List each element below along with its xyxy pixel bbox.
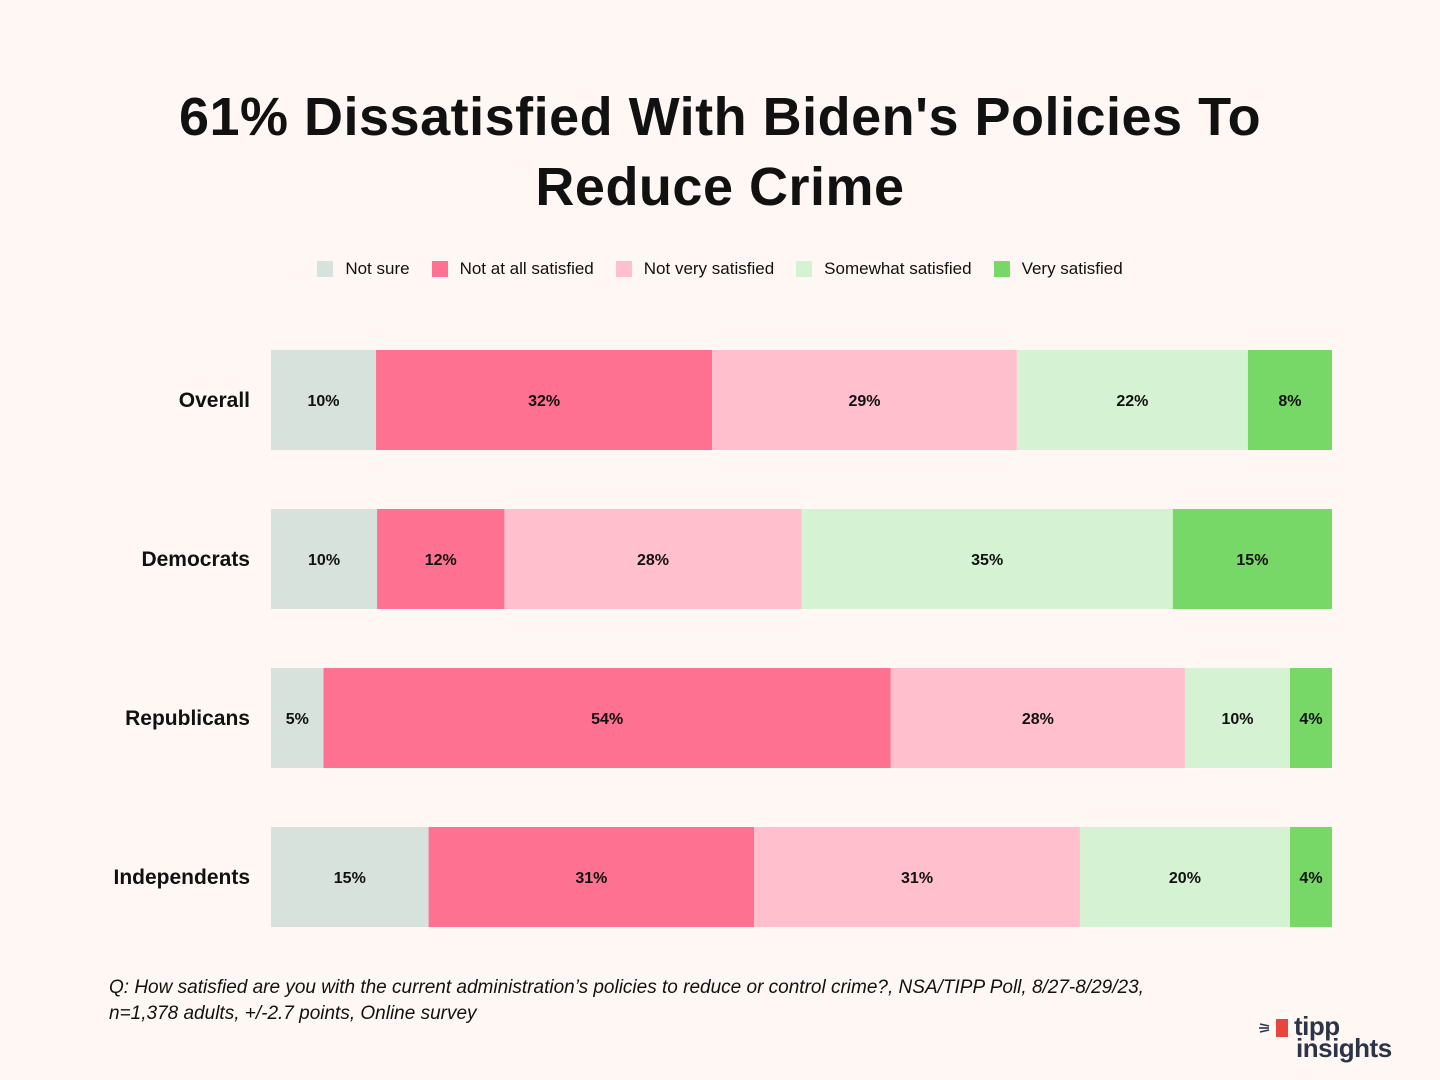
legend-item-very-satisfied: Very satisfied xyxy=(993,259,1123,279)
data-label: 28% xyxy=(1022,711,1054,728)
category-label: Democrats xyxy=(141,548,250,571)
data-label: 4% xyxy=(1299,711,1322,728)
logo-text-tipp: tipp xyxy=(1294,1011,1340,1041)
bar-segment xyxy=(1172,509,1332,609)
bar-segment xyxy=(271,350,377,450)
legend-item-not-very-satisfied: Not very satisfied xyxy=(615,259,775,279)
bar-segment xyxy=(376,350,713,450)
bar-segment xyxy=(1184,668,1290,768)
data-label: 31% xyxy=(575,870,607,887)
data-label: 35% xyxy=(971,552,1003,569)
survey-note-line-2: n=1,378 adults, +/-2.7 points, Online su… xyxy=(109,1003,477,1024)
bar-segment xyxy=(271,827,429,927)
chart-title-line-2: Reduce Crime xyxy=(535,157,905,217)
data-label: 32% xyxy=(528,393,560,410)
tipp-insights-logo: tipp insights xyxy=(1256,1011,1416,1067)
legend-item-not-at-all-satisfied: Not at all satisfied xyxy=(431,259,594,279)
legend-swatch xyxy=(993,261,1010,277)
bar-segment xyxy=(1079,827,1290,927)
data-label: 10% xyxy=(308,552,340,569)
legend-item-not-sure: Not sure xyxy=(317,259,410,279)
data-label: 31% xyxy=(901,870,933,887)
legend-swatch xyxy=(431,261,448,277)
category-label: Overall xyxy=(179,389,250,412)
category-label: Republicans xyxy=(125,707,250,730)
bar-segment xyxy=(428,827,755,927)
legend-label: Very satisfied xyxy=(1021,259,1123,278)
stacked-bar-chart: Overall 10% 32% 29% 22% 8% Democrats 10% 12% 28% 3… xyxy=(113,350,1332,927)
data-label: 5% xyxy=(286,711,309,728)
data-label: 15% xyxy=(1236,552,1268,569)
legend-label: Not sure xyxy=(345,259,410,278)
chart-title-line-1: 61% Dissatisfied With Biden's Policies T… xyxy=(178,87,1262,147)
logo-flag-icon xyxy=(1276,1019,1288,1037)
bar-segment xyxy=(271,509,378,609)
bar-segment xyxy=(323,668,891,768)
bar-segment xyxy=(1247,350,1332,450)
bar-segment xyxy=(377,509,505,609)
data-label: 22% xyxy=(1116,393,1148,410)
data-label: 8% xyxy=(1278,393,1301,410)
data-label: 54% xyxy=(591,711,623,728)
data-label: 29% xyxy=(849,393,881,410)
legend-swatch xyxy=(317,261,334,277)
legend-label: Not at all satisfied xyxy=(459,259,594,278)
bar-segment xyxy=(271,668,324,768)
data-label: 4% xyxy=(1299,870,1322,887)
data-label: 12% xyxy=(425,552,457,569)
legend-swatch xyxy=(796,261,813,277)
legend: Not sure Not at all satisfied Not very s… xyxy=(0,259,1440,279)
data-label: 10% xyxy=(308,393,340,410)
data-label: 20% xyxy=(1169,870,1201,887)
survey-note: Q: How satisfied are you with the curren… xyxy=(109,975,1349,1027)
bar-segment xyxy=(1289,668,1332,768)
legend-swatch xyxy=(615,261,632,277)
bar-segment xyxy=(801,509,1173,609)
bar-segment xyxy=(712,350,1017,450)
bar-segment xyxy=(1016,350,1248,450)
logo-signal-icon xyxy=(1259,1023,1270,1033)
survey-note-line-1: Q: How satisfied are you with the curren… xyxy=(109,977,1144,998)
bar-segment xyxy=(890,668,1185,768)
category-label: Independents xyxy=(113,866,250,889)
logo-text-insights: insights xyxy=(1296,1033,1392,1063)
chart-title: 61% Dissatisfied With Biden's Policies T… xyxy=(0,82,1440,222)
legend-item-somewhat-satisfied: Somewhat satisfied xyxy=(796,259,972,279)
data-label: 15% xyxy=(334,870,366,887)
bar-segment xyxy=(504,509,802,609)
data-label: 28% xyxy=(637,552,669,569)
bar-segment xyxy=(1289,827,1332,927)
legend-label: Not very satisfied xyxy=(643,259,775,278)
bar-segment xyxy=(754,827,1080,927)
data-label: 10% xyxy=(1221,711,1253,728)
legend-label: Somewhat satisfied xyxy=(824,259,972,278)
